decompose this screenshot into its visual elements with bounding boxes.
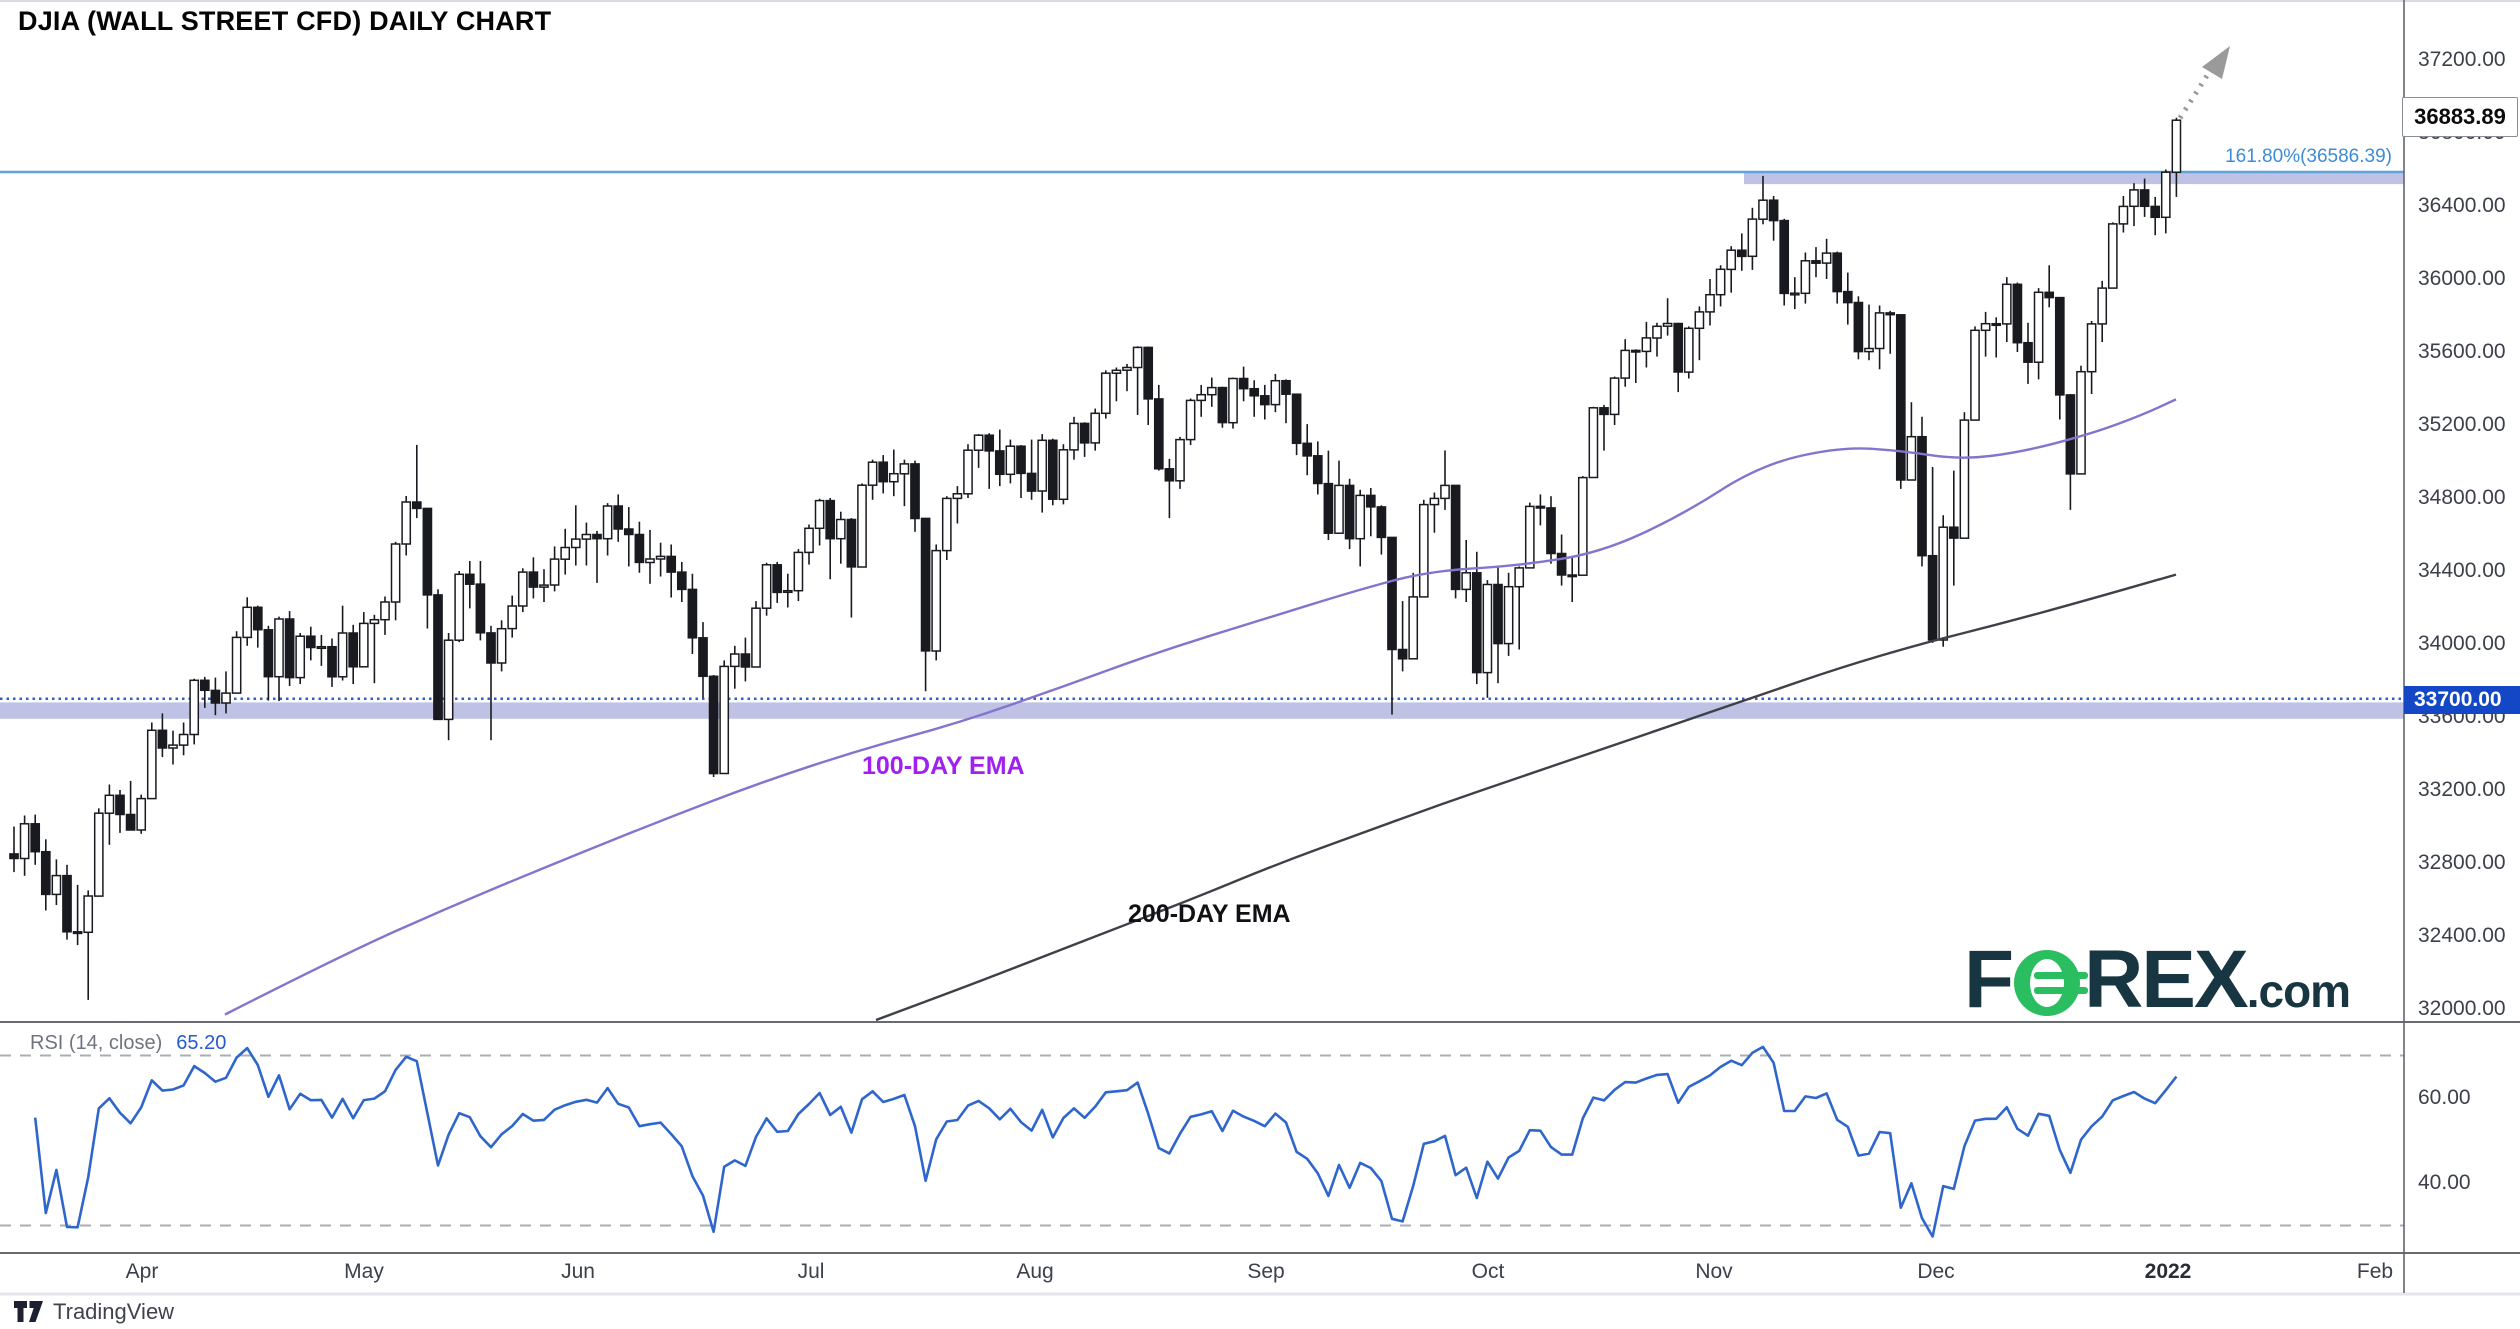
time-tick-label: Oct [1471,1260,1505,1283]
time-tick-label: May [344,1260,384,1283]
price-tick-label: 34400.00 [2418,559,2506,582]
time-tick-label: Sep [1247,1260,1285,1283]
time-tick-label: 2022 [2144,1260,2192,1283]
projection-arrow-shaft [2177,72,2211,120]
price-zone [1744,171,2404,185]
fib-level-label[interactable]: 161.80%(36586.39) [2225,146,2392,167]
tradingview-logo[interactable]: TradingView [14,1299,174,1325]
current-price-label: 36883.89 [2402,97,2518,137]
price-tick-label: 32800.00 [2418,851,2506,874]
price-tick-label: 37200.00 [2418,48,2506,71]
price-tick-label: 36400.00 [2418,194,2506,217]
price-tick-label: 32000.00 [2418,997,2506,1020]
price-tick-label: 34800.00 [2418,486,2506,509]
forex-com-logo: F REX .com [1964,934,2351,1025]
tradingview-text: TradingView [53,1299,175,1324]
projection-arrow-head [2202,46,2230,79]
ema200-annotation[interactable]: 200-DAY EMA [1128,900,1291,928]
rsi-name: RSI (14, close) [30,1032,163,1054]
forex-logo-f: F [1964,934,2014,1025]
rsi-tick-label: 60.00 [2418,1086,2471,1109]
chart-title: DJIA (WALL STREET CFD) DAILY CHART [18,6,552,36]
time-tick-label: Nov [1695,1260,1733,1283]
price-zone [0,702,2404,719]
time-tick-label: Feb [2356,1260,2394,1283]
candlestick-series[interactable] [9,117,2182,1000]
time-tick-label: Dec [1917,1260,1955,1283]
rsi-value: 65.20 [176,1032,227,1054]
price-tick-label: 32400.00 [2418,924,2506,947]
time-tick-label: Jul [797,1260,825,1283]
time-tick-label: Jun [561,1260,595,1283]
price-tick-label: 33200.00 [2418,778,2506,801]
ema200-line [875,573,2177,1022]
price-tick-label: 35200.00 [2418,413,2506,436]
time-tick-label: Aug [1016,1260,1054,1283]
ema100-annotation[interactable]: 100-DAY EMA [862,752,1025,780]
rsi-indicator-label[interactable]: RSI (14, close) 65.20 [30,1032,226,1055]
rsi-line [33,1045,2178,1238]
forex-logo-rex: REX [2084,934,2249,1025]
price-tick-label: 35600.00 [2418,340,2506,363]
ema100-line [224,398,2177,1016]
price-tick-label: 34000.00 [2418,632,2506,655]
forex-logo-dotcom: .com [2246,965,2351,1017]
forex-plug-icon [2014,950,2089,1016]
price-tick-label: 36000.00 [2418,267,2506,290]
rsi-tick-label: 40.00 [2418,1171,2471,1194]
price-level-label: 33700.00 [2404,686,2520,714]
time-tick-label: Apr [125,1260,159,1283]
tradingview-icon [14,1300,43,1322]
